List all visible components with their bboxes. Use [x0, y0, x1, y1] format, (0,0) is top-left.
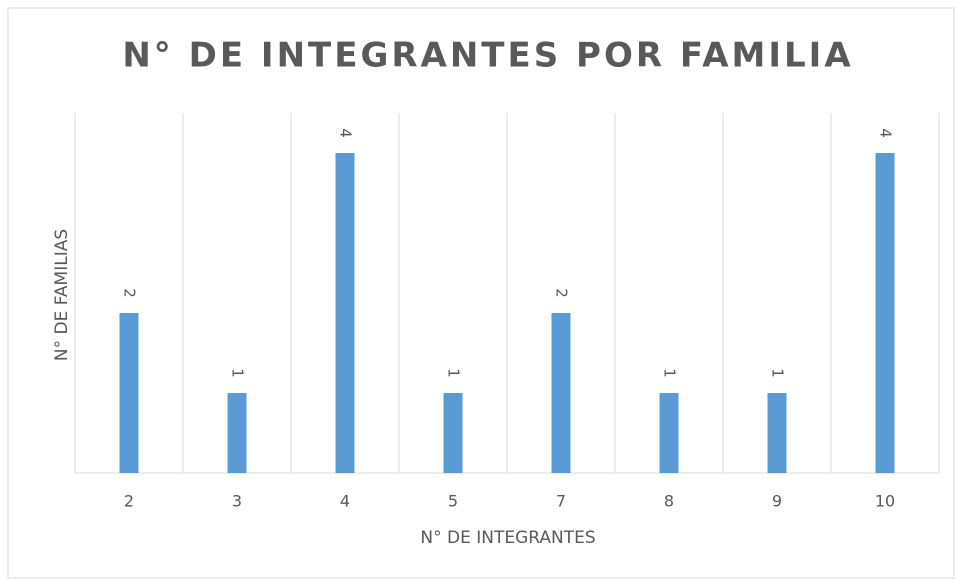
x-tick-label: 2 [124, 492, 134, 511]
data-label: 1 [769, 368, 787, 378]
data-label: 4 [877, 128, 895, 138]
x-tick-label: 10 [875, 492, 895, 511]
data-label: 1 [445, 368, 463, 378]
data-label: 2 [553, 288, 571, 298]
bar [659, 393, 679, 473]
x-tick-label: 8 [664, 492, 674, 511]
data-label: 2 [121, 288, 139, 298]
bar [227, 393, 247, 473]
y-axis-label: N° DE FAMILIAS [52, 229, 72, 361]
bar [875, 153, 895, 473]
chart-border [7, 7, 955, 579]
bar [767, 393, 787, 473]
bar [551, 313, 571, 473]
x-tick-label: 5 [448, 492, 458, 511]
x-tick-label: 4 [340, 492, 350, 511]
bar [119, 313, 139, 473]
bar [335, 153, 355, 473]
x-tick-label: 3 [232, 492, 242, 511]
chart-title: N° DE INTEGRANTES POR FAMILIA [122, 36, 853, 76]
data-label: 1 [661, 368, 679, 378]
bar [443, 393, 463, 473]
data-label: 1 [229, 368, 247, 378]
data-label: 4 [337, 128, 355, 138]
x-tick-label: 9 [772, 492, 782, 511]
x-tick-label: 7 [556, 492, 566, 511]
x-axis-label: N° DE INTEGRANTES [420, 528, 595, 548]
